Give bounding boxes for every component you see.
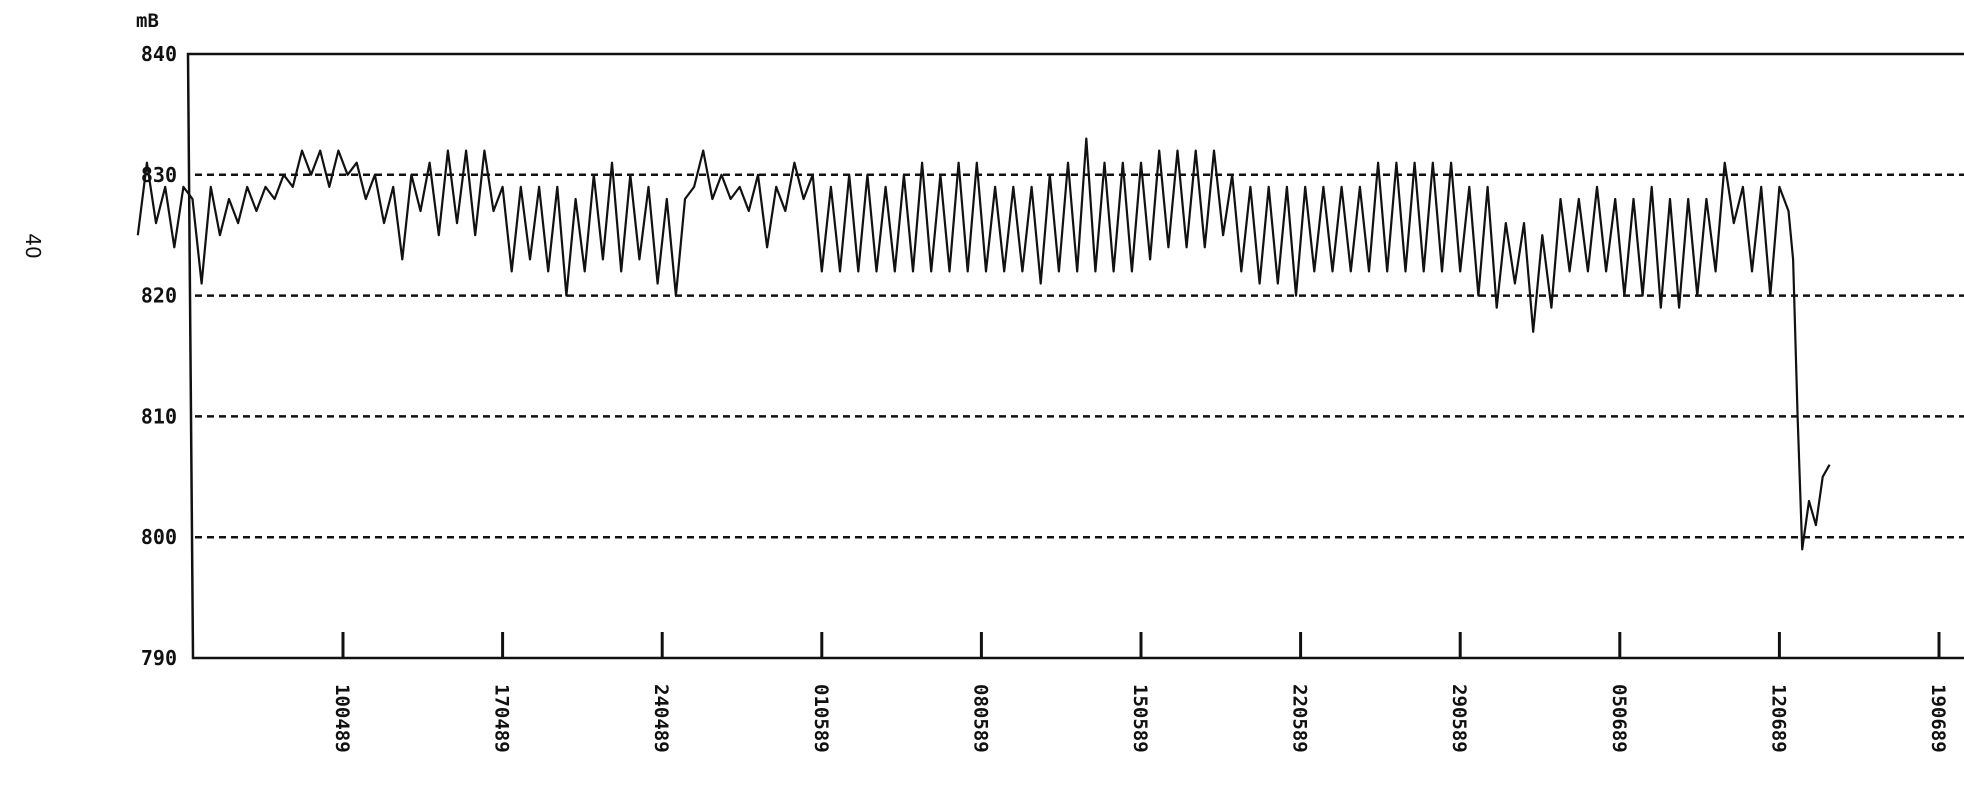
plot-frame xyxy=(186,52,1964,660)
x-tick-label: 050689 xyxy=(1608,684,1630,753)
x-tick-label: 120689 xyxy=(1767,684,1789,753)
x-tick-label: 240489 xyxy=(650,684,672,753)
x-tick-label: 290589 xyxy=(1448,684,1470,753)
y-axis-unit: mB xyxy=(136,10,159,32)
x-tick-label: 150589 xyxy=(1129,684,1151,753)
x-tick-label: 010589 xyxy=(810,684,832,753)
x-tick-label: 190689 xyxy=(1927,684,1949,753)
y-tick-label: 840 xyxy=(141,42,177,66)
y-tick-label: 790 xyxy=(141,646,177,670)
x-axis-ticks: 100489 170489 240489 010589 080589 150589 2205… xyxy=(331,632,1949,753)
y-tick-label: 800 xyxy=(141,525,177,549)
series-line xyxy=(136,137,1831,551)
x-tick-label: 220589 xyxy=(1289,684,1311,753)
x-tick-label: 100489 xyxy=(331,684,353,753)
y-tick-label: 820 xyxy=(141,284,177,308)
x-tick-label: 080589 xyxy=(969,684,991,753)
gridlines xyxy=(195,173,1964,539)
x-tick-label: 170489 xyxy=(491,684,513,753)
page-number: 40 xyxy=(21,233,45,258)
y-tick-label: 810 xyxy=(141,404,177,428)
